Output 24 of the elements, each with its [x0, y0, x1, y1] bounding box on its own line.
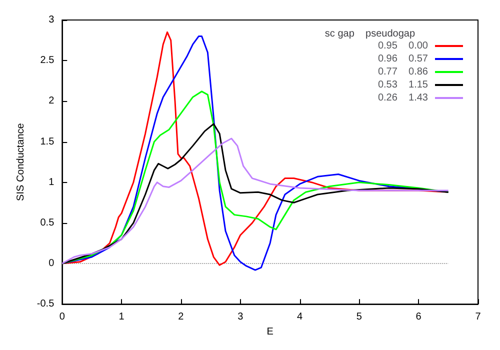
- x-tick-label: 1: [118, 312, 125, 323]
- legend-label: 0.26 1.43: [378, 92, 428, 104]
- y-tick-label: 0.5: [40, 217, 55, 228]
- y-axis-title: SIS Conductance: [16, 122, 26, 201]
- x-tick-label: 4: [296, 312, 303, 323]
- y-tick-label: 2: [48, 96, 55, 107]
- x-tick-label: 0: [59, 312, 66, 323]
- legend-title: sc gap pseudogap: [324, 28, 416, 40]
- legend-label: 0.53 1.15: [378, 80, 428, 90]
- y-tick-label: 2.5: [40, 55, 55, 66]
- x-tick-label: 2: [178, 312, 184, 323]
- y-tick-label: 3: [48, 14, 55, 26]
- legend-label: 0.77 0.86: [378, 66, 428, 78]
- x-tick-label: 3: [238, 312, 244, 323]
- x-tick-label: 6: [416, 312, 422, 323]
- legend-label: 0.96 0.57: [378, 54, 428, 64]
- x-tick-label: 5: [356, 312, 362, 323]
- y-tick-label: 1: [48, 176, 55, 188]
- y-tick-label: 1.5: [40, 136, 55, 148]
- x-axis-title: E: [266, 326, 274, 338]
- legend-label: 0.95 0.00: [378, 40, 428, 52]
- x-tick-label: 7: [475, 312, 482, 323]
- y-tick-label: -0.5: [36, 298, 55, 310]
- y-tick-label: 0: [48, 258, 55, 270]
